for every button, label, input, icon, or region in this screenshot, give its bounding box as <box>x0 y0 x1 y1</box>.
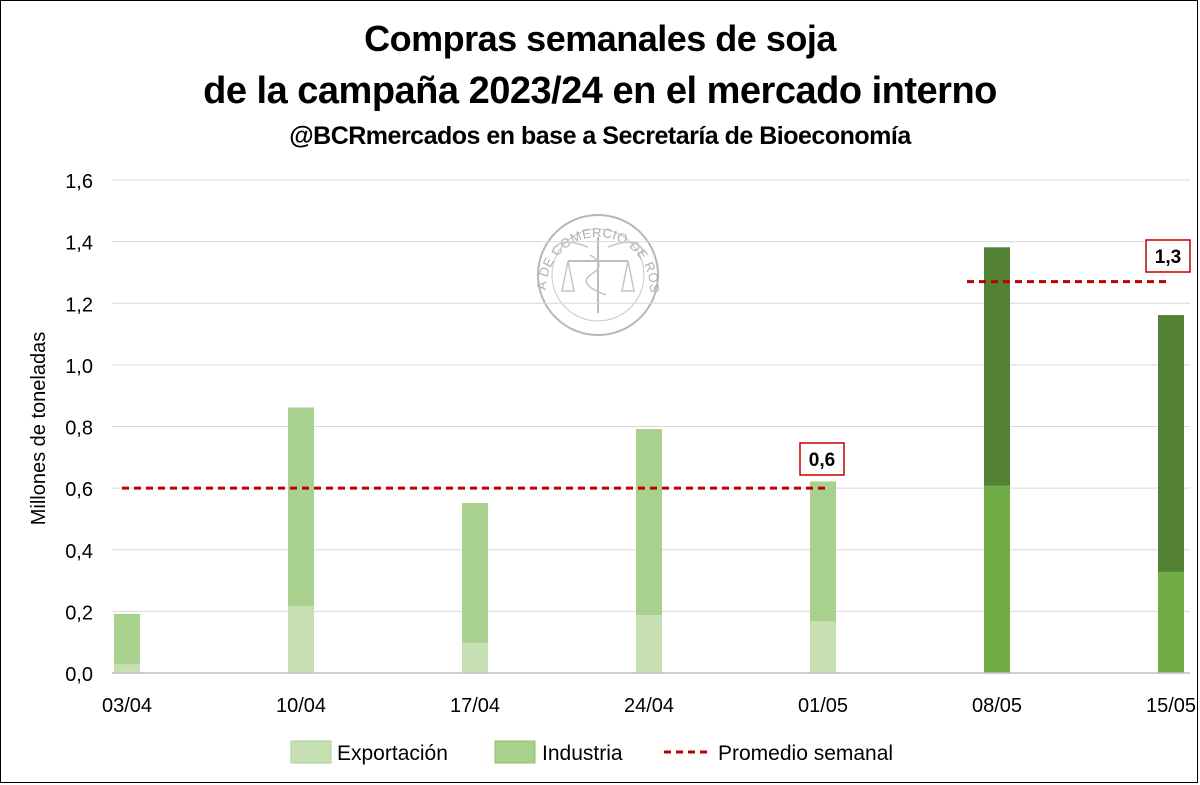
y-tick-label: 1,0 <box>65 356 93 378</box>
bar-exportacion <box>114 663 140 674</box>
x-tick-label: 08/05 <box>972 695 1022 717</box>
bar-exportacion <box>288 604 314 674</box>
seal-inner-ring <box>551 228 645 322</box>
bar-industria <box>810 481 836 622</box>
average-label-box <box>1145 239 1191 273</box>
bar-exportacion <box>636 613 662 674</box>
seal-text: BOLSA DE COMERCIO DE ROSARIO <box>0 0 662 293</box>
seal-snake <box>585 254 607 296</box>
bar-industria <box>462 503 488 643</box>
y-tick-label: 0,0 <box>65 664 93 686</box>
average-label: 0,6 <box>809 450 835 471</box>
seal-scale-right <box>621 260 635 292</box>
seal-wings <box>551 241 645 254</box>
chart-title: Compras semanales de soja <box>364 18 836 59</box>
bar-exportacion <box>810 620 836 674</box>
chart-subtitle: @BCRmercados en base a Secretaría de Bio… <box>289 122 911 150</box>
y-tick-label: 0,8 <box>65 418 93 440</box>
y-tick-label: 0,4 <box>65 541 93 563</box>
y-tick-label: 1,4 <box>65 233 93 255</box>
chart-title-line2: de la campaña 2023/24 en el mercado inte… <box>203 70 997 112</box>
bar-industria <box>114 613 140 665</box>
bar-exportacion <box>462 641 488 674</box>
bar-industria <box>984 247 1010 486</box>
average-label: 1,3 <box>1155 247 1181 268</box>
bar-industria <box>1158 315 1184 572</box>
bar-exportacion <box>1158 570 1184 674</box>
x-tick-label: 17/04 <box>450 695 500 717</box>
y-tick-label: 1,6 <box>65 171 93 193</box>
legend-label-industria: Industria <box>542 742 623 765</box>
average-label-box <box>799 442 845 476</box>
legend-label-exportacion: Exportación <box>337 742 448 765</box>
bar-exportacion <box>984 484 1010 674</box>
legend-swatch-exportacion <box>290 740 332 764</box>
y-tick-label: 0,2 <box>65 602 93 624</box>
bar-industria <box>288 407 314 606</box>
x-tick-label: 10/04 <box>276 695 326 717</box>
bcr-seal-watermark: BOLSA DE COMERCIO DE ROSARIO <box>0 0 662 336</box>
bar-industria <box>636 429 662 615</box>
y-tick-label: 1,2 <box>65 294 93 316</box>
legend-swatch-industria <box>494 740 536 764</box>
seal-outer-ring <box>537 214 659 336</box>
x-tick-label: 03/04 <box>102 695 152 717</box>
x-tick-label: 15/05 <box>1146 695 1196 717</box>
y-axis-title: Millones de toneladas <box>28 332 50 525</box>
x-tick-label: 01/05 <box>798 695 848 717</box>
seal-scale-left <box>561 260 575 292</box>
x-tick-label: 24/04 <box>624 695 674 717</box>
legend-label-promedio: Promedio semanal <box>718 742 893 765</box>
y-tick-label: 0,6 <box>65 479 93 501</box>
